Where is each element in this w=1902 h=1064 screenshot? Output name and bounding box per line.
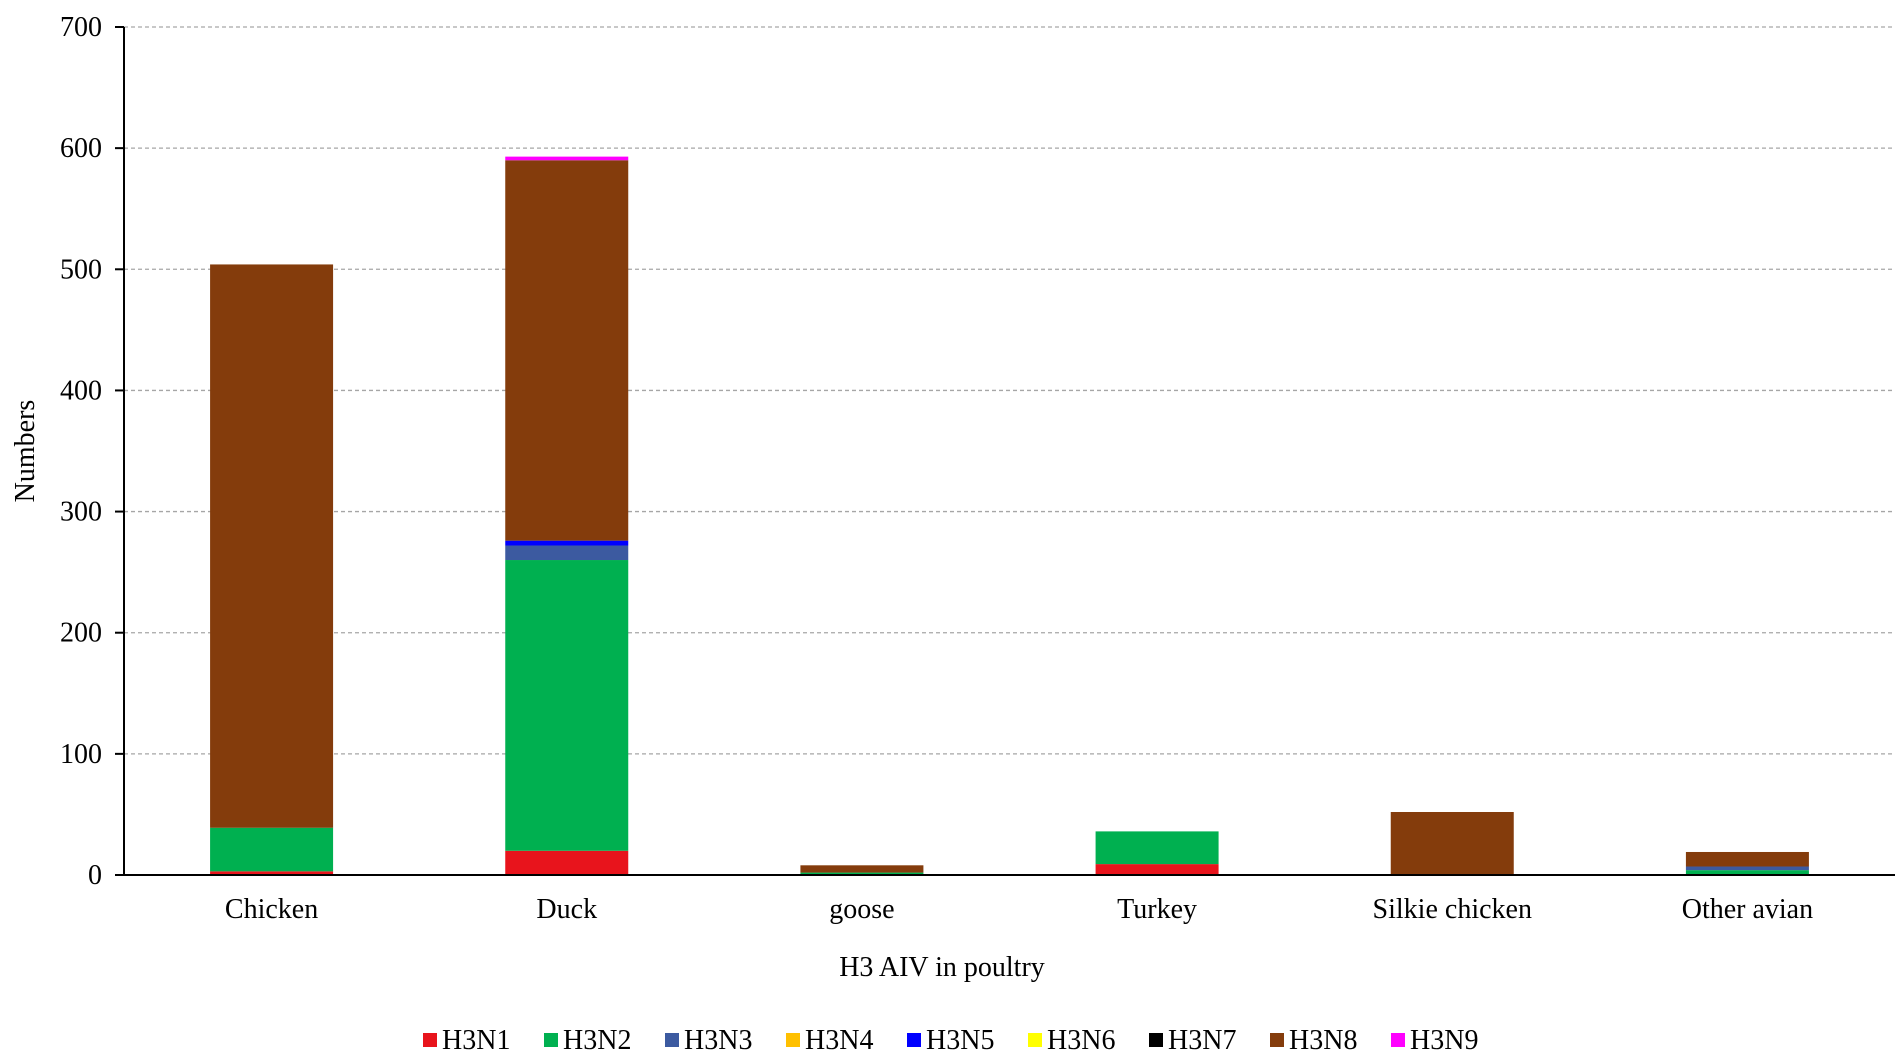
legend-item: H3N5 <box>907 1025 994 1056</box>
legend-label: H3N3 <box>684 1025 752 1056</box>
y-tick-label: 300 <box>60 497 102 528</box>
y-tick-label: 700 <box>60 12 102 43</box>
legend-item: H3N4 <box>786 1025 873 1056</box>
legend-swatch <box>1270 1033 1284 1047</box>
legend: H3N1 H3N2 H3N3 H3N4 H3N5 H3N6 H3N7 H3N8 H3N9 <box>423 1025 1478 1056</box>
bar-stack <box>1685 851 1809 875</box>
bar-segment-h3n5 <box>505 540 629 546</box>
bar-stack <box>1095 831 1219 875</box>
bar-segment-h3n1 <box>210 871 334 875</box>
x-tick-label: Other avian <box>1682 894 1813 925</box>
bar-segment-h3n1 <box>1095 864 1219 875</box>
y-tick-label: 200 <box>60 618 102 649</box>
bar-segment-h3n3 <box>505 545 629 561</box>
y-tick-label: 500 <box>60 254 102 285</box>
bar-segment-h3n1 <box>505 850 629 875</box>
y-tick-label: 100 <box>60 739 102 770</box>
legend-label: H3N6 <box>1047 1025 1115 1056</box>
legend-swatch <box>1149 1033 1163 1047</box>
x-tick-label: goose <box>829 894 894 925</box>
legend-item: H3N7 <box>1149 1025 1236 1056</box>
legend-swatch <box>786 1033 800 1047</box>
legend-swatch <box>1028 1033 1042 1047</box>
legend-label: H3N2 <box>563 1025 631 1056</box>
x-tick-label: Duck <box>536 894 597 925</box>
bar-segment-h3n9 <box>505 156 629 161</box>
bar-segment-h3n8 <box>1685 851 1809 867</box>
legend-item: H3N6 <box>1028 1025 1115 1056</box>
bar-segment-h3n2 <box>1685 870 1809 875</box>
legend-label: H3N7 <box>1168 1025 1236 1056</box>
bar-segment-h3n8 <box>800 865 924 873</box>
x-tick-labels: Chicken Duck goose Turkey Silkie chicken Othe… <box>225 894 1813 925</box>
legend-swatch <box>907 1033 921 1047</box>
y-tick-labels: 0 100 200 300 400 500 600 700 <box>60 12 102 891</box>
bar-segment-h3n2 <box>505 560 629 851</box>
bar-segment-h3n8 <box>210 264 334 828</box>
x-tick-label: Chicken <box>225 894 318 925</box>
legend-item: H3N8 <box>1270 1025 1357 1056</box>
legend-swatch <box>544 1033 558 1047</box>
y-tick-label: 0 <box>88 860 102 891</box>
bar-stack <box>800 865 924 875</box>
y-axis-title: Numbers <box>10 400 41 503</box>
y-tick-label: 400 <box>60 375 102 406</box>
bar-stack <box>505 156 629 875</box>
y-tick-label: 600 <box>60 133 102 164</box>
legend-item: H3N3 <box>665 1025 752 1056</box>
bars <box>210 156 1809 875</box>
legend-swatch <box>1391 1033 1405 1047</box>
bar-stack <box>1390 812 1514 875</box>
legend-label: H3N5 <box>926 1025 994 1056</box>
legend-swatch <box>665 1033 679 1047</box>
legend-label: H3N4 <box>805 1025 873 1056</box>
legend-item: H3N2 <box>544 1025 631 1056</box>
legend-swatch <box>423 1033 437 1047</box>
legend-label: H3N8 <box>1289 1025 1357 1056</box>
bar-segment-h3n2 <box>800 872 924 875</box>
legend-label: H3N9 <box>1410 1025 1478 1056</box>
x-tick-label: Turkey <box>1117 894 1197 925</box>
bar-segment-h3n2 <box>210 827 334 872</box>
bar-segment-h3n8 <box>1390 812 1514 875</box>
bar-segment-h3n3 <box>1685 866 1809 871</box>
legend-label: H3N1 <box>442 1025 510 1056</box>
legend-item: H3N9 <box>1391 1025 1478 1056</box>
bar-segment-h3n8 <box>505 160 629 541</box>
x-axis-title: H3 AIV in poultry <box>839 952 1045 983</box>
gridlines <box>115 26 1895 876</box>
legend-item: H3N1 <box>423 1025 510 1056</box>
bar-stack <box>210 264 334 875</box>
bar-segment-h3n2 <box>1095 831 1219 865</box>
x-tick-label: Silkie chicken <box>1373 894 1532 925</box>
axes <box>123 27 1895 876</box>
